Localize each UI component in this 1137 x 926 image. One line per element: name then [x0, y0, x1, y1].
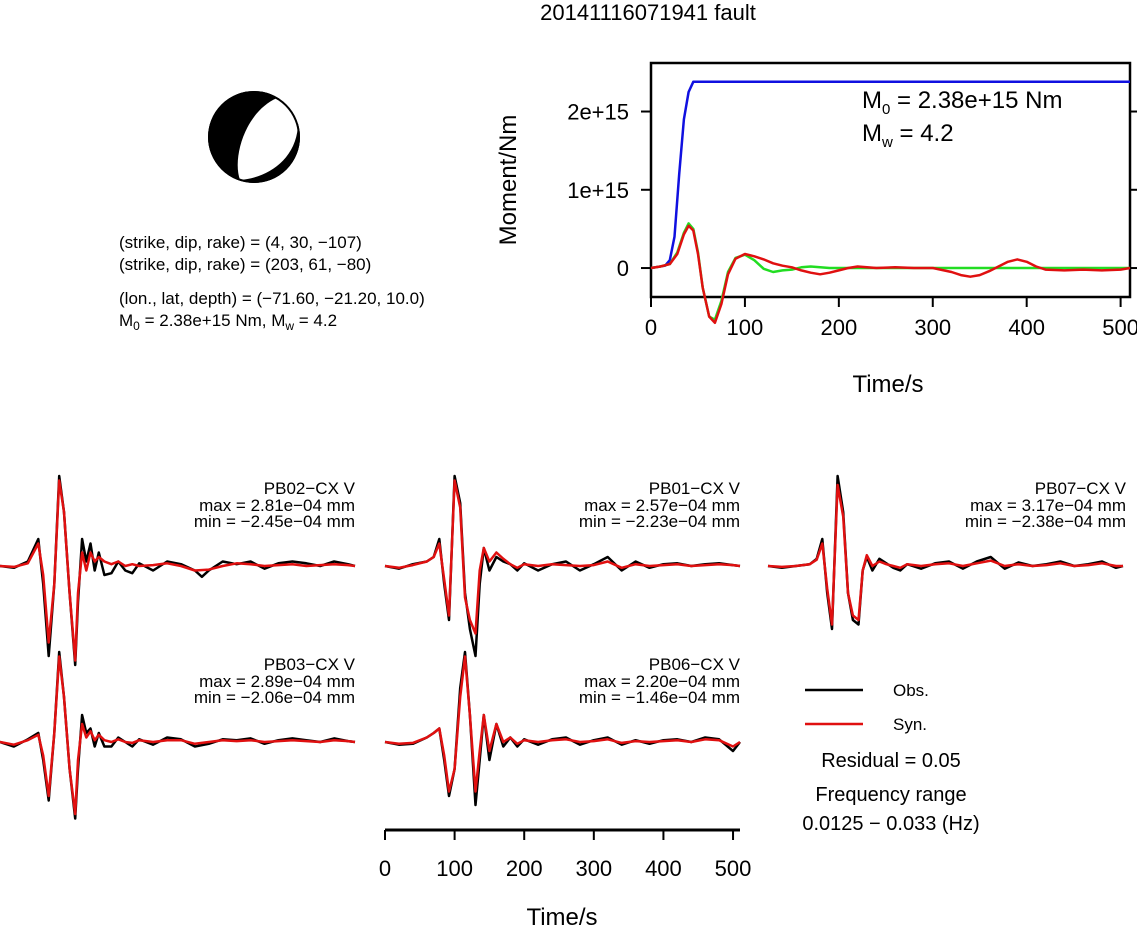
info-mw-sub: w	[284, 319, 294, 333]
legend-syn-label: Syn.	[893, 715, 927, 734]
moment-ytick-label: 2e+15	[567, 100, 629, 125]
moment-axes: 0 100 200 300 400 500 0 1e+15 2e+15	[567, 100, 1137, 340]
moment-mw-symbol: M	[862, 120, 882, 147]
info-plane2: (strike, dip, rake) = (203, 61, −80)	[119, 255, 371, 274]
residual-text: Residual = 0.05	[821, 750, 961, 772]
synthetic-trace	[0, 479, 356, 662]
station-label: PB07−CX V	[1035, 479, 1127, 498]
info-location: (lon., lat, depth) = (−71.60, −21.20, 10…	[119, 289, 425, 308]
info-m0-value: = 2.38e+15 Nm, M	[140, 311, 286, 330]
moment-plot: 0 100 200 300 400 500 0 1e+15 2e+15 Time/s Momen…	[495, 61, 1137, 398]
station-min: min = −2.38e−04 mm	[965, 512, 1126, 531]
moment-m0-symbol: M	[862, 87, 882, 114]
station-max: max = 2.89e−04 mm	[199, 672, 355, 691]
waveform-xtick-label: 500	[715, 856, 752, 881]
synthetic-trace	[0, 655, 356, 816]
beachball	[208, 91, 300, 183]
station-min: min = −1.46e−04 mm	[579, 688, 740, 707]
station-label: PB03−CX V	[264, 655, 356, 674]
frequency-range-title: Frequency range	[815, 784, 966, 806]
moment-ylabel: Moment/Nm	[495, 115, 522, 246]
figure-title: 20141116071941 fault	[540, 0, 756, 25]
moment-xtick-label: 500	[1102, 315, 1137, 340]
info-m0-symbol: M	[119, 311, 133, 330]
moment-plot-frame	[649, 61, 1132, 299]
moment-m0-value: = 2.38e+15 Nm	[890, 87, 1062, 114]
info-m0-sub: 0	[133, 319, 140, 333]
station-label: PB01−CX V	[649, 479, 741, 498]
moment-xtick-label: 100	[727, 315, 764, 340]
info-plane1: (strike, dip, rake) = (4, 30, −107)	[119, 233, 362, 252]
beachball-dilatation	[237, 98, 299, 180]
station-label: PB06−CX V	[649, 655, 741, 674]
station-max: max = 2.20e−04 mm	[584, 672, 740, 691]
station-label: PB02−CX V	[264, 479, 356, 498]
moment-rate-red-line	[650, 224, 1131, 325]
synthetic-trace	[384, 479, 741, 635]
info-mw-value: = 4.2	[294, 311, 337, 330]
waveform-xlabel: Time/s	[526, 904, 597, 926]
station-max: max = 3.17e−04 mm	[970, 496, 1126, 515]
waveform-xtick-label: 100	[436, 856, 473, 881]
waveform-xtick-label: 0	[379, 856, 391, 881]
station-min: min = −2.23e−04 mm	[579, 512, 740, 531]
station-max: max = 2.81e−04 mm	[199, 496, 355, 515]
moment-xlabel: Time/s	[852, 371, 923, 398]
synthetic-trace	[384, 655, 741, 793]
moment-mw-label: Mw = 4.2	[862, 120, 954, 151]
beachball-outline	[208, 91, 300, 183]
frequency-range-value: 0.0125 − 0.033 (Hz)	[802, 813, 979, 835]
legend: Obs. Syn.	[805, 681, 929, 734]
moment-mw-value: = 4.2	[893, 120, 954, 147]
moment-ytick-label: 1e+15	[567, 178, 629, 203]
waveform-xtick-label: 200	[506, 856, 543, 881]
waveform-xtick-label: 300	[575, 856, 612, 881]
moment-mw-sub: w	[881, 134, 893, 151]
moment-series	[650, 80, 1131, 325]
moment-xtick-label: 0	[645, 315, 657, 340]
synthetic-trace	[767, 483, 1123, 626]
moment-cumulative-line	[650, 80, 1130, 270]
moment-m0-sub: 0	[882, 101, 890, 118]
info-moment: M0 = 2.38e+15 Nm, Mw = 4.2	[119, 311, 337, 333]
moment-m0-label: M0 = 2.38e+15 Nm	[862, 87, 1062, 118]
moment-rate-green-line	[650, 222, 1130, 321]
station-min: min = −2.45e−04 mm	[194, 512, 355, 531]
station-max: max = 2.57e−04 mm	[584, 496, 740, 515]
station-min: min = −2.06e−04 mm	[194, 688, 355, 707]
moment-ytick-label: 0	[617, 256, 629, 281]
legend-obs-label: Obs.	[893, 681, 929, 700]
waveform-time-axis: Time/s 0 100 200 300 400 500	[379, 828, 752, 926]
waveform-xtick-label: 400	[645, 856, 682, 881]
moment-xtick-label: 300	[914, 315, 951, 340]
moment-xtick-label: 200	[820, 315, 857, 340]
moment-xtick-label: 400	[1008, 315, 1045, 340]
